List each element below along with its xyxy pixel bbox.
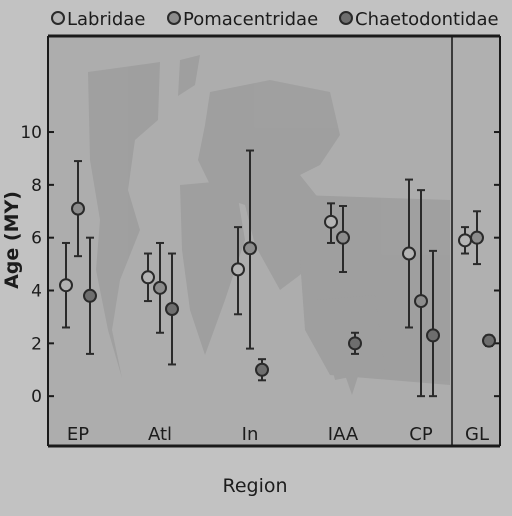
data-point — [153, 280, 167, 295]
data-point — [165, 301, 179, 316]
x-tick-label: In — [242, 424, 259, 445]
x-tick-label: CP — [409, 424, 433, 445]
data-point — [458, 233, 472, 248]
data-point — [324, 214, 338, 229]
data-point — [231, 262, 245, 277]
series-labridae — [59, 178, 472, 329]
legend-item: Pomacentridae — [167, 9, 318, 30]
legend-marker — [51, 11, 65, 25]
data-point — [426, 328, 440, 343]
legend-label: Labridae — [67, 9, 145, 30]
data-point — [336, 230, 350, 245]
legend-item: Labridae — [51, 9, 145, 30]
x-tick-label: Atl — [148, 424, 172, 445]
legend-marker — [339, 11, 353, 25]
series-chaetodontidae — [83, 236, 496, 398]
data-point — [414, 294, 428, 309]
x-tick-label: IAA — [328, 424, 359, 445]
data-point — [402, 246, 416, 261]
data-point — [470, 230, 484, 245]
y-tick-label: 4 — [31, 282, 42, 302]
data-point — [348, 336, 362, 351]
data-point — [243, 241, 257, 256]
y-tick-label: 8 — [31, 176, 42, 196]
x-axis-label: Region — [222, 475, 287, 497]
legend-item: Chaetodontidae — [339, 9, 499, 30]
x-tick-label: GL — [465, 424, 489, 445]
x-tick-label: EP — [67, 424, 89, 445]
data-point — [83, 288, 97, 303]
panel-frame — [47, 34, 501, 448]
data-point — [482, 333, 496, 348]
y-axis-label: Age (MY) — [1, 191, 23, 289]
legend: Labridae Pomacentridae Chaetodontidae — [51, 9, 499, 30]
legend-marker — [167, 11, 181, 25]
data-point — [71, 201, 85, 216]
legend-label: Chaetodontidae — [355, 9, 499, 30]
y-tick-label: 6 — [31, 229, 42, 249]
x-axis: EP Atl In IAA CP GL — [67, 424, 489, 445]
data-point — [141, 270, 155, 285]
y-tick-label: 2 — [31, 334, 42, 354]
y-tick-label: 10 — [20, 123, 42, 143]
data-point — [59, 278, 73, 293]
world-map-silhouette — [88, 55, 450, 395]
series-layer — [59, 149, 496, 398]
legend-label: Pomacentridae — [183, 9, 318, 30]
data-point — [255, 362, 269, 377]
series-pomacentridae — [71, 149, 484, 398]
y-tick-label: 0 — [31, 387, 42, 407]
y-axis: 0 2 4 6 8 10 — [20, 123, 500, 407]
